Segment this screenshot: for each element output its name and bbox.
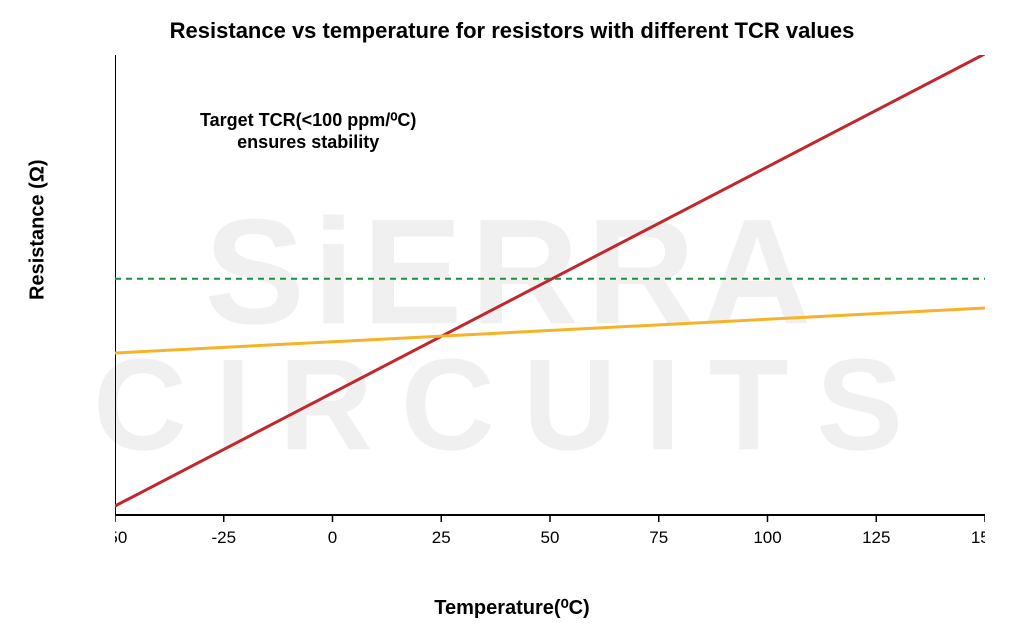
x-tick-label: 150 bbox=[971, 528, 985, 547]
chart-container: Resistance vs temperature for resistors … bbox=[0, 0, 1024, 640]
x-tick-label: 125 bbox=[862, 528, 890, 547]
annotation-text: Target TCR(<100 ppm/⁰C) ensures stabilit… bbox=[200, 110, 416, 153]
x-tick-label: 50 bbox=[541, 528, 560, 547]
x-tick-label: -50 bbox=[115, 528, 127, 547]
annotation-line1: Target TCR(<100 ppm/⁰C) bbox=[200, 110, 416, 132]
series-low_tcr bbox=[115, 308, 985, 353]
x-tick-label: 25 bbox=[432, 528, 451, 547]
y-axis-label: Resistance (Ω) bbox=[27, 159, 50, 300]
x-tick-label: 100 bbox=[753, 528, 781, 547]
x-tick-label: 0 bbox=[328, 528, 337, 547]
chart-title: Resistance vs temperature for resistors … bbox=[0, 18, 1024, 44]
annotation-line2: ensures stability bbox=[200, 132, 416, 154]
x-axis-label: Temperature(⁰C) bbox=[0, 595, 1024, 620]
x-tick-label: 75 bbox=[649, 528, 668, 547]
x-tick-label: -25 bbox=[211, 528, 236, 547]
